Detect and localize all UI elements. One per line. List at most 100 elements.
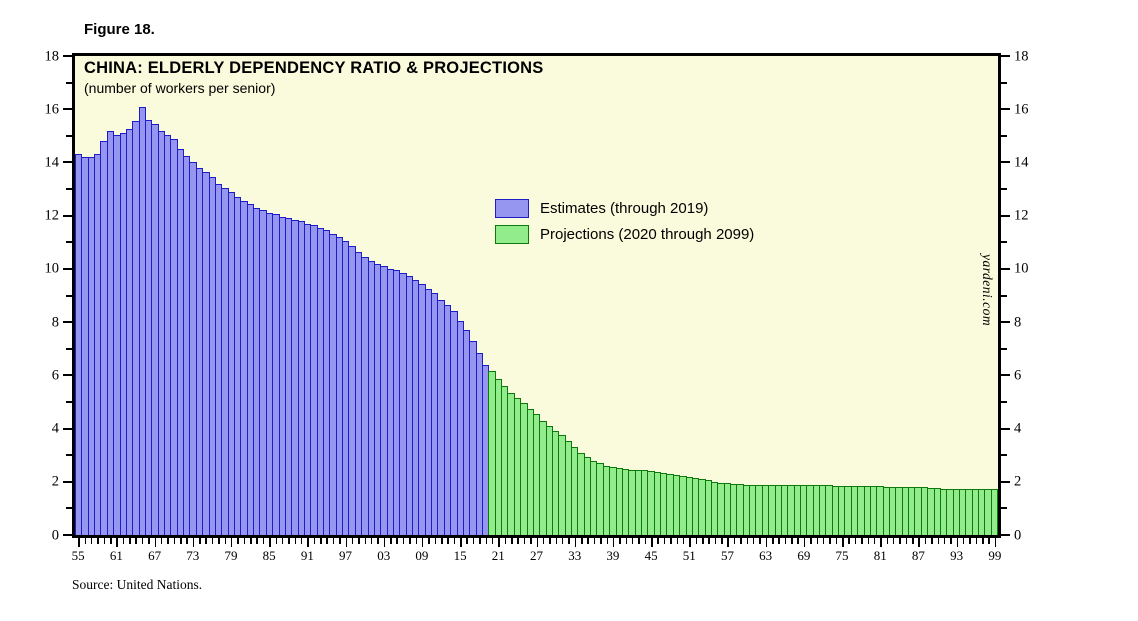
x-axis-label: 27 xyxy=(530,548,543,563)
y-axis-label: 0 xyxy=(1014,526,1022,543)
y-axis-tick xyxy=(1001,427,1010,430)
source-note: Source: United Nations. xyxy=(72,577,203,592)
x-axis-tick xyxy=(173,538,176,544)
y-axis-label: 10 xyxy=(44,260,60,277)
y-axis-tick xyxy=(63,161,72,164)
x-axis-tick xyxy=(218,538,220,544)
x-axis-tick xyxy=(784,538,787,544)
x-axis-tick xyxy=(485,538,488,544)
x-axis-tick xyxy=(982,538,984,544)
x-axis-tick xyxy=(479,538,481,544)
y-axis-tick xyxy=(63,480,72,483)
y-axis-tick xyxy=(63,321,72,324)
x-axis-tick xyxy=(835,538,838,544)
x-axis-tick xyxy=(880,538,882,547)
y-axis-label: 14 xyxy=(44,154,60,171)
y-axis-tick xyxy=(66,241,72,244)
x-axis-tick xyxy=(186,538,188,544)
chart-title: CHINA: ELDERLY DEPENDENCY RATIO & PROJEC… xyxy=(84,59,544,77)
x-axis-tick xyxy=(428,538,430,544)
x-axis-label: 75 xyxy=(835,548,849,563)
legend-label-projections: Projections (2020 through 2099) xyxy=(540,226,755,243)
x-axis-tick xyxy=(778,538,780,544)
y-axis-label: 12 xyxy=(1014,207,1029,224)
x-axis-tick xyxy=(593,538,596,544)
x-axis-tick xyxy=(924,538,927,544)
y-axis-label: 10 xyxy=(1014,260,1029,277)
x-axis-tick xyxy=(313,538,316,544)
y-axis-label: 14 xyxy=(1014,154,1029,171)
x-axis-tick xyxy=(180,538,182,544)
x-axis-tick xyxy=(702,538,704,544)
x-axis-tick xyxy=(956,538,959,547)
x-axis-tick xyxy=(574,538,577,547)
x-axis-tick xyxy=(733,538,736,544)
x-axis-tick xyxy=(377,538,379,544)
y-axis-right: 0 2 4 6 8 10 12 14 16 18 xyxy=(1001,49,1035,542)
x-axis-tick xyxy=(969,538,971,544)
x-axis-tick xyxy=(651,538,653,547)
y-axis-tick xyxy=(66,347,72,350)
x-axis-tick xyxy=(447,538,449,544)
y-axis-left: 0 2 4 6 8 10 12 14 16 18 xyxy=(38,49,72,542)
x-axis-tick xyxy=(116,538,118,547)
y-axis-label: 4 xyxy=(1014,420,1022,437)
x-axis-tick xyxy=(97,538,99,544)
y-axis-tick xyxy=(1001,108,1010,111)
x-axis-tick xyxy=(899,538,901,544)
legend-item-estimates: Estimates (through 2019) xyxy=(495,199,754,218)
y-axis-tick xyxy=(1001,507,1007,510)
x-axis-tick xyxy=(568,538,570,544)
x-axis-tick xyxy=(364,538,367,544)
x-axis-label: 79 xyxy=(224,548,238,563)
x-axis-label: 87 xyxy=(911,548,925,563)
x-axis-tick xyxy=(224,538,227,544)
x-axis-tick xyxy=(536,538,538,547)
title-block: CHINA: ELDERLY DEPENDENCY RATIO & PROJEC… xyxy=(84,59,543,96)
x-axis-tick xyxy=(892,538,895,544)
x-axis-tick xyxy=(269,538,271,547)
y-axis-tick xyxy=(63,534,72,536)
x-axis-tick xyxy=(160,538,163,544)
x-axis-tick xyxy=(549,538,551,544)
y-axis-tick xyxy=(63,214,72,217)
x-axis-tick xyxy=(714,538,717,544)
x-axis-tick xyxy=(581,538,583,544)
x-axis-tick xyxy=(810,538,812,544)
y-axis-label: 12 xyxy=(44,207,60,224)
x-axis-tick xyxy=(135,538,137,544)
legend-swatch-projections xyxy=(495,225,529,244)
x-axis-tick xyxy=(370,538,373,544)
x-axis-tick xyxy=(498,538,500,547)
x-axis-label: 69 xyxy=(797,548,811,563)
y-axis-label: 2 xyxy=(1014,473,1022,490)
x-axis-tick xyxy=(466,538,468,544)
x-axis-tick xyxy=(555,538,558,544)
x-axis-tick xyxy=(816,538,819,544)
y-axis-tick xyxy=(1001,480,1010,483)
x-axis-tick xyxy=(345,538,348,547)
x-axis-tick xyxy=(803,538,806,547)
x-axis-tick xyxy=(542,538,545,544)
y-axis-tick xyxy=(1001,400,1007,403)
x-axis-tick xyxy=(822,538,825,544)
x-axis-tick xyxy=(740,538,742,544)
y-axis-tick xyxy=(66,134,72,137)
x-axis-tick xyxy=(962,538,965,544)
y-axis-tick xyxy=(1001,214,1010,217)
x-axis-tick xyxy=(339,538,341,544)
x-axis-tick xyxy=(943,538,946,544)
x-axis-tick xyxy=(625,538,628,544)
x-axis-tick xyxy=(612,538,615,547)
y-axis-tick xyxy=(63,55,72,57)
x-axis-tick xyxy=(848,538,850,544)
y-axis-tick xyxy=(1001,267,1010,270)
y-axis-label: 16 xyxy=(44,100,60,117)
x-axis-tick xyxy=(351,538,354,544)
x-axis-label: 15 xyxy=(453,548,467,563)
x-axis-label: 85 xyxy=(262,548,276,563)
x-axis-tick xyxy=(307,538,309,547)
x-axis-label: 55 xyxy=(71,548,85,563)
x-axis-tick xyxy=(275,538,277,544)
x-axis-tick xyxy=(199,538,201,544)
